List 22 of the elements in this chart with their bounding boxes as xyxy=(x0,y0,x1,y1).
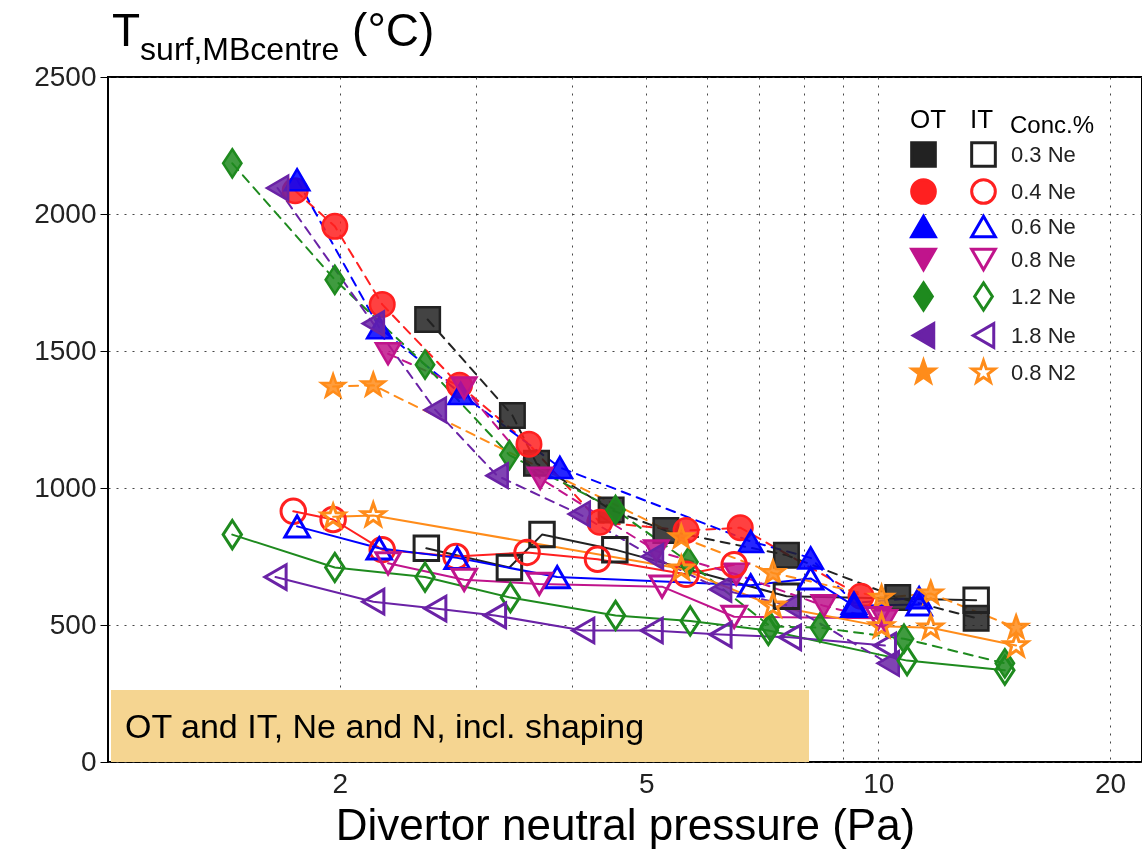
x-tick-label: 10 xyxy=(863,767,895,799)
legend-label: 0.3 Ne xyxy=(1011,141,1076,167)
legend-label: 0.8 Ne xyxy=(1011,246,1076,272)
legend-label: 0.4 Ne xyxy=(1011,178,1076,204)
x-tick-label: 20 xyxy=(1095,767,1127,799)
annotation: OT xyxy=(910,104,947,134)
legend-label: 1.2 Ne xyxy=(1011,283,1076,309)
legend-title: Conc.% xyxy=(1010,111,1095,138)
y-axis-title: T$_{surf,MBcentre}$ (°C) xyxy=(112,3,435,69)
y-tick-label: 0 xyxy=(80,745,97,777)
x-tick-label: 2 xyxy=(332,767,349,799)
annotation: IT xyxy=(970,104,994,134)
y-tick-label: 1500 xyxy=(34,334,97,366)
legend-label: 0.8 N2 xyxy=(1011,359,1076,385)
y-tick-label: 2500 xyxy=(34,60,97,92)
x-tick-label: 5 xyxy=(639,767,655,799)
x-axis-title: Divertor neutral pressure (Pa) xyxy=(335,799,916,849)
legend-label: 1.8 Ne xyxy=(1011,322,1076,348)
y-tick-label: 1000 xyxy=(34,471,97,503)
legend-label: 0.6 Ne xyxy=(1011,213,1076,239)
y-tick-label: 2000 xyxy=(34,197,97,229)
y-tick-label: 500 xyxy=(49,608,97,640)
